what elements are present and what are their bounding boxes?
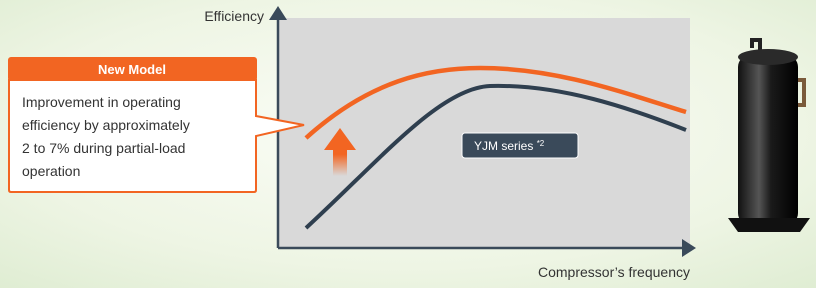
compressor-image [728,40,810,232]
y-axis-label: Efficiency [204,8,264,24]
x-axis-label: Compressor’s frequency [538,264,690,280]
callout-line: Improvement in operating [22,94,181,110]
callout-title: New Model [98,62,166,77]
callout-line: efficiency by approximately [22,117,190,133]
series-label: YJM series *2 [474,139,545,153]
series-label-text: YJM series [474,139,533,153]
series-label-note: *2 [537,139,545,148]
callout-line: operation [22,163,80,179]
callout-line: 2 to 7% during partial-load [22,140,185,156]
diagram: Efficiency Compressor’s frequency YJM se… [0,0,816,288]
